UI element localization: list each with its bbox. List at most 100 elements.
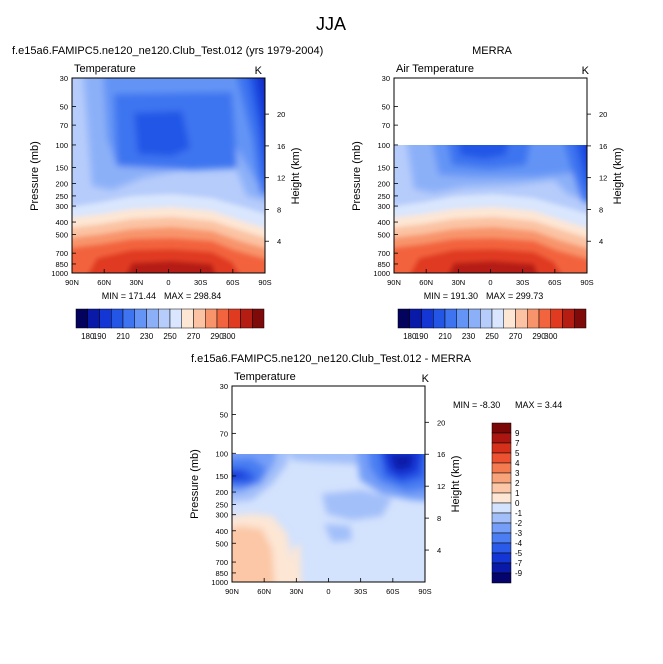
- model-colorbar-swatch: [134, 308, 147, 329]
- diff-height-tick-label: 8: [437, 514, 441, 523]
- obs-contour-fill: [394, 145, 587, 273]
- model-colorbar-swatch: [181, 308, 194, 329]
- model-pressure-tick-label: 1000: [51, 269, 68, 278]
- diff-latitude-tick-label: 30S: [354, 587, 367, 596]
- diff-colorbar-label: -9: [515, 569, 523, 578]
- obs-pressure-tick-label: 100: [377, 141, 390, 150]
- diff-colorbar-label: 3: [515, 469, 520, 478]
- obs-colorbar-swatch: [538, 308, 551, 329]
- obs-pressure-tick-label: 250: [377, 192, 390, 201]
- panel-obs: MERRA Air Temperature K: [351, 45, 624, 341]
- model-colorbar-label: 190: [93, 332, 107, 341]
- panel-model-plot-area: [71, 77, 266, 274]
- model-pressure-tick-label: 100: [55, 141, 68, 150]
- diff-pressure-tick-label: 250: [215, 501, 228, 510]
- obs-height-tick-label: 8: [599, 205, 603, 214]
- obs-colorbar-swatch: [468, 308, 481, 329]
- panel-obs-unit-label: K: [582, 65, 590, 77]
- obs-colorbar-label: 180: [403, 332, 417, 341]
- model-colorbar-swatch: [122, 308, 135, 329]
- diff-pressure-tick-label: 100: [215, 449, 228, 458]
- diff-colorbar-swatch: [491, 502, 512, 514]
- diff-pressure-tick-label: 50: [220, 411, 228, 420]
- panel-diff-y2-axis-title: Height (km): [450, 456, 462, 513]
- model-colorbar-swatch: [87, 308, 100, 329]
- obs-pressure-tick-label: 50: [382, 102, 390, 111]
- panel-obs-min-label: MIN = 191.30: [424, 291, 478, 301]
- obs-height-tick-label: 16: [599, 142, 607, 151]
- model-colorbar-swatch: [228, 308, 241, 329]
- panel-diff-title: f.e15a6.FAMIPC5.ne120_ne120.Club_Test.01…: [191, 353, 472, 365]
- diff-latitude-tick-label: 60N: [257, 587, 271, 596]
- model-height-tick-label: 16: [277, 142, 285, 151]
- panel-diff-unit-label: K: [422, 373, 430, 385]
- diff-latitude-tick-label: 90N: [225, 587, 239, 596]
- model-colorbar-swatch: [252, 308, 265, 329]
- panel-model-variable-label: Temperature: [74, 63, 136, 75]
- model-colorbar-label: 290: [210, 332, 224, 341]
- diff-colorbar-swatch: [491, 482, 512, 494]
- obs-colorbar-swatch: [397, 308, 410, 329]
- obs-colorbar-swatch: [409, 308, 422, 329]
- model-colorbar-swatch: [146, 308, 159, 329]
- page-title: JJA: [316, 14, 346, 34]
- model-colorbar-swatch: [111, 308, 124, 329]
- diff-colorbar-swatch: [491, 572, 512, 584]
- panel-model-y-axis-title: Pressure (mb): [29, 141, 41, 211]
- obs-pressure-tick-label: 700: [377, 249, 390, 258]
- obs-colorbar-swatch: [574, 308, 587, 329]
- model-pressure-tick-label: 500: [55, 230, 68, 239]
- obs-colorbar-swatch: [444, 308, 457, 329]
- obs-pressure-tick-label: 300: [377, 202, 390, 211]
- obs-pressure-tick-label: 1000: [373, 269, 390, 278]
- obs-pressure-tick-label: 500: [377, 230, 390, 239]
- model-height-tick-label: 12: [277, 174, 285, 183]
- diff-pressure-tick-label: 400: [215, 527, 228, 536]
- panel-obs-plot-area: [393, 77, 588, 274]
- model-colorbar-swatch: [158, 308, 171, 329]
- diff-colorbar-swatch: [491, 472, 512, 484]
- diff-pressure-tick-label: 500: [215, 539, 228, 548]
- model-latitude-tick-label: 0: [166, 278, 170, 287]
- model-pressure-tick-label: 300: [55, 202, 68, 211]
- diff-colorbar-swatch: [491, 462, 512, 474]
- obs-latitude-tick-label: 60S: [548, 278, 561, 287]
- panel-diff: f.e15a6.FAMIPC5.ne120_ne120.Club_Test.01…: [189, 353, 562, 596]
- diff-colorbar-swatch: [491, 452, 512, 464]
- diff-colorbar-label: -7: [515, 559, 523, 568]
- diff-colorbar-label: 5: [515, 449, 520, 458]
- model-pressure-tick-label: 50: [60, 102, 68, 111]
- diff-colorbar-swatch: [491, 522, 512, 534]
- model-colorbar-label: 230: [140, 332, 154, 341]
- obs-colorbar-swatch: [550, 308, 563, 329]
- model-colorbar-swatch: [205, 308, 218, 329]
- diff-pressure-tick-label: 150: [215, 472, 228, 481]
- obs-pressure-tick-label: 30: [382, 74, 390, 83]
- model-colorbar-swatch: [169, 308, 182, 329]
- obs-height-tick-label: 20: [599, 110, 607, 119]
- diff-colorbar-label: -4: [515, 539, 523, 548]
- obs-colorbar-swatch: [515, 308, 528, 329]
- model-contour-fill: [72, 78, 265, 273]
- obs-colorbar-swatch: [527, 308, 540, 329]
- diff-colorbar-label: -3: [515, 529, 523, 538]
- diff-colorbar-swatch: [491, 542, 512, 554]
- diff-latitude-tick-label: 60S: [386, 587, 399, 596]
- diff-colorbar-label: -1: [515, 509, 523, 518]
- panel-model-y2-axis-title: Height (km): [290, 148, 302, 205]
- panel-model-max-label: MAX = 298.84: [164, 291, 221, 301]
- diff-colorbar-label: 9: [515, 429, 520, 438]
- panel-obs-variable-label: Air Temperature: [396, 63, 474, 75]
- obs-colorbar-swatch: [562, 308, 575, 329]
- model-latitude-tick-label: 60N: [97, 278, 111, 287]
- model-colorbar-label: 270: [187, 332, 201, 341]
- model-pressure-tick-label: 70: [60, 121, 68, 130]
- diff-colorbar-label: 1: [515, 489, 520, 498]
- model-latitude-tick-label: 30S: [194, 278, 207, 287]
- model-height-tick-label: 8: [277, 205, 281, 214]
- model-pressure-tick-label: 30: [60, 74, 68, 83]
- diff-colorbar-label: 4: [515, 459, 520, 468]
